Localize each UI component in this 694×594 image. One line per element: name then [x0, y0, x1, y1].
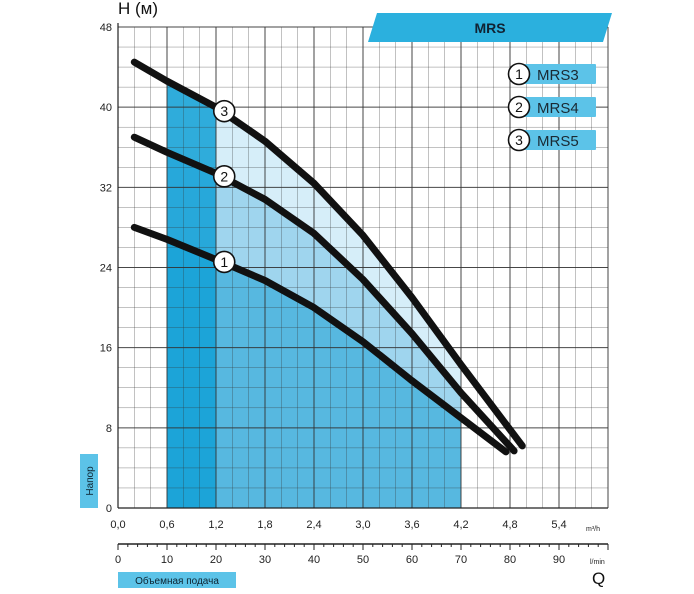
y-tick-label: 0	[106, 503, 112, 515]
legend-tab	[524, 97, 596, 117]
legend-badge-circle	[507, 62, 531, 86]
legend-badge-circle	[507, 128, 531, 152]
curve-mrs5	[130, 58, 526, 450]
x2-tick-label: 70	[455, 554, 467, 566]
x-tick-label: 1,8	[257, 519, 272, 531]
x2-tick-label: 60	[406, 554, 418, 566]
legend-badge-number: 2	[515, 99, 523, 115]
legend-label: MRS5	[537, 133, 579, 150]
y-tick-label: 16	[100, 343, 112, 355]
curve-badge-number: 2	[220, 168, 228, 184]
y-tick-label: 48	[100, 22, 112, 34]
legend-badge-circle	[507, 95, 531, 119]
x2-tick-label: 20	[210, 554, 222, 566]
curve-badge-2: 2	[212, 165, 236, 188]
curve-badge-3: 3	[212, 99, 236, 123]
x2-axis-label-tab	[118, 572, 236, 588]
x2-tick-label: 90	[553, 554, 565, 566]
legend: 1 MRS3 2 MRS4 3 MRS5	[507, 62, 596, 152]
curve-badges: 1 2 3	[212, 99, 236, 274]
performance-curves	[130, 58, 526, 456]
band-left-strip	[167, 81, 216, 508]
x2-tick-label: 30	[259, 554, 271, 566]
curve-mrs4	[130, 133, 518, 455]
x-tick-label: 3,6	[404, 519, 419, 531]
y-tick-label: 24	[100, 263, 112, 275]
y-side-label: Напор	[85, 466, 96, 496]
y-side-label-tab	[80, 454, 98, 508]
x-tick-label: 3,0	[355, 519, 370, 531]
legend-label: MRS3	[537, 67, 579, 84]
x2-axis-label: Объемная подача	[135, 575, 219, 587]
x-tick-label: 5,4	[551, 519, 566, 531]
y-tick-label: 8	[106, 423, 112, 435]
curve-badge-1: 1	[212, 250, 236, 274]
legend-item-mrs4: 2 MRS4	[507, 95, 596, 119]
x-tick-label: 0,6	[159, 519, 174, 531]
y-tick-label: 40	[100, 102, 112, 114]
curve-mrs3	[130, 223, 510, 456]
x-axis-unit: m³/h	[586, 526, 600, 533]
x2-axis-unit: l/min	[590, 559, 605, 566]
legend-label: MRS4	[537, 100, 579, 117]
x2-axis-symbol: Q	[592, 569, 605, 588]
x2-tick-label: 10	[161, 554, 173, 566]
legend-tab	[524, 130, 596, 150]
x-tick-label: 4,8	[502, 519, 517, 531]
x-tick-label: 4,2	[453, 519, 468, 531]
legend-badge-number: 3	[515, 132, 523, 148]
curve-badge-circle	[212, 165, 236, 188]
title-banner	[368, 13, 612, 42]
x2-tick-label: 80	[504, 554, 516, 566]
curve-badge-number: 1	[220, 254, 228, 270]
legend-item-mrs5: 3 MRS5	[507, 128, 596, 152]
x2-tick-label: 40	[308, 554, 320, 566]
legend-tab	[524, 64, 596, 84]
x2-tick-label: 50	[357, 554, 369, 566]
y-axis-label: H (м)	[118, 0, 158, 18]
curve-badge-number: 3	[220, 103, 228, 119]
x-tick-label: 2,4	[306, 519, 321, 531]
y-tick-label: 32	[100, 182, 112, 194]
chart-title: MRS	[474, 20, 505, 36]
curve-badge-circle	[212, 99, 236, 123]
legend-item-mrs3: 1 MRS3	[507, 62, 596, 86]
legend-badge-number: 1	[515, 66, 523, 82]
x-tick-label: 0,0	[110, 519, 125, 531]
x2-tick-label: 0	[115, 554, 121, 566]
x-tick-label: 1,2	[208, 519, 223, 531]
curve-badge-circle	[212, 250, 236, 274]
